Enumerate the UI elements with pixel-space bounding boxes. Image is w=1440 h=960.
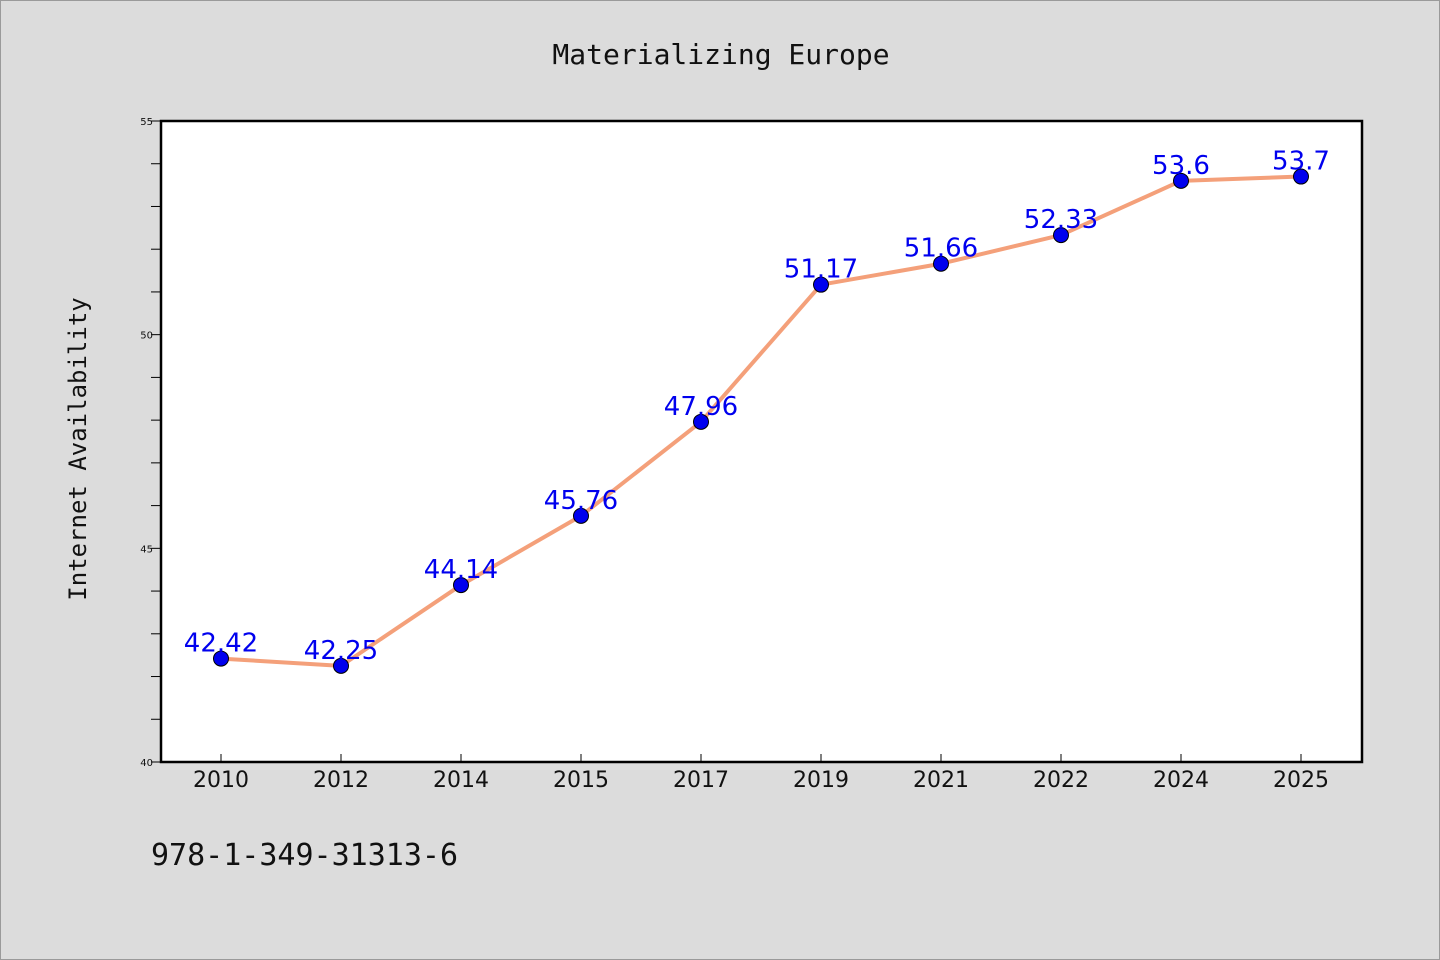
series-line <box>219 174 1303 668</box>
y-tick-label: 45 <box>140 544 153 555</box>
data-point <box>1053 227 1069 244</box>
data-label: 42.42 <box>184 629 258 659</box>
data-label: 45.76 <box>544 486 618 516</box>
y-axis-label: Internet Availability <box>64 297 92 600</box>
x-tick-label: 2019 <box>793 768 849 793</box>
data-point <box>213 650 229 667</box>
x-axis-ticks: 2010 2012 2014 2015 2017 2019 2021 2022 2024 2025 <box>193 754 1329 793</box>
isbn-text: 978-1-349-31313-6 <box>151 838 458 873</box>
x-tick-label: 2022 <box>1033 768 1089 793</box>
data-point <box>1173 172 1189 189</box>
x-tick-label: 2010 <box>193 768 249 793</box>
y-axis-ticks: 40 45 50 55 <box>140 117 161 769</box>
x-tick-label: 2012 <box>313 768 369 793</box>
data-point <box>693 413 709 430</box>
plot-area <box>159 119 1364 764</box>
data-point <box>813 276 829 293</box>
data-point <box>453 577 469 594</box>
data-point <box>573 507 589 524</box>
y-tick-label: 40 <box>140 758 153 769</box>
y-tick-label: 50 <box>140 331 153 342</box>
x-tick-label: 2024 <box>1153 768 1209 793</box>
data-series <box>213 168 1309 674</box>
x-tick-label: 2017 <box>673 768 729 793</box>
data-label: 44.14 <box>424 555 498 585</box>
data-label: 47.96 <box>664 392 738 422</box>
data-point <box>933 255 949 272</box>
data-label: 51.66 <box>904 234 978 264</box>
data-point <box>1293 168 1309 185</box>
data-label: 52.33 <box>1024 205 1098 235</box>
x-tick-label: 2025 <box>1273 768 1329 793</box>
data-labels: 42.42 42.25 44.14 45.76 47.96 51.17 51.66 52.33… <box>184 147 1330 666</box>
data-point <box>333 657 349 674</box>
chart-title: Materializing Europe <box>552 38 889 71</box>
x-tick-label: 2014 <box>433 768 489 793</box>
x-tick-label: 2021 <box>913 768 969 793</box>
data-label: 53.7 <box>1272 147 1330 177</box>
y-tick-label: 55 <box>140 117 153 128</box>
data-label: 42.25 <box>304 636 378 666</box>
data-label: 51.17 <box>784 255 858 285</box>
x-tick-label: 2015 <box>553 768 609 793</box>
data-label: 53.6 <box>1152 151 1210 181</box>
